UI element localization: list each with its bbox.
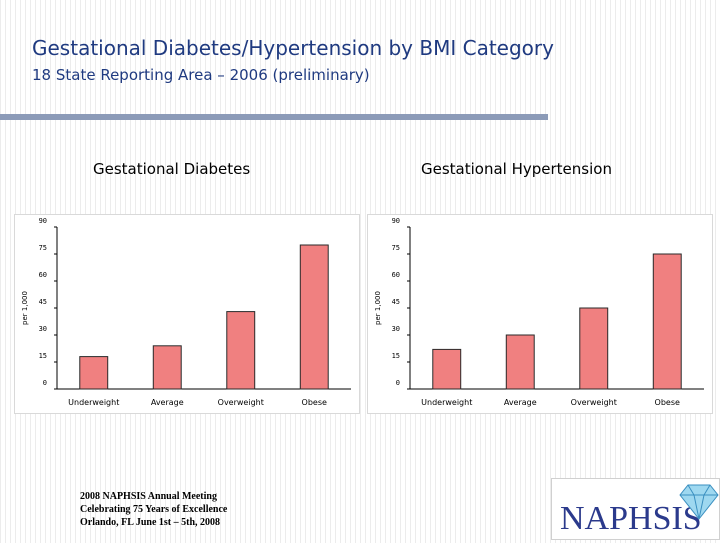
x-tick-label: Obese xyxy=(655,398,680,407)
naphsis-logo-svg: NAPHSIS xyxy=(560,484,719,537)
slide-title: Gestational Diabetes/Hypertension by BMI… xyxy=(32,36,554,60)
x-tick-label: Underweight xyxy=(421,398,472,407)
diamond-icon xyxy=(679,484,719,520)
bar-underweight xyxy=(79,356,109,390)
naphsis-logo: NAPHSIS xyxy=(551,478,720,540)
y-tick-label: 90 xyxy=(392,217,400,225)
y-tick-label: 60 xyxy=(39,271,47,279)
footer-line-1: 2008 NAPHSIS Annual Meeting xyxy=(80,491,217,502)
y-tick-label: 75 xyxy=(39,244,47,252)
chart-title-diabetes: Gestational Diabetes xyxy=(93,160,251,178)
y-tick-label: 45 xyxy=(392,298,400,306)
x-tick-label: Overweight xyxy=(218,398,264,407)
bar-average xyxy=(505,334,535,390)
x-tick-label: Overweight xyxy=(571,398,617,407)
y-tick-label: 30 xyxy=(392,325,400,333)
y-axis-label: per 1,000 xyxy=(21,291,29,325)
logo-text: NAPHSIS xyxy=(560,500,702,537)
y-tick-label: 45 xyxy=(39,298,47,306)
y-tick-label: 15 xyxy=(39,352,47,360)
chart-diabetes-svg: 0 15 30 45 60 75 90 per 1,000 Underweight Average… xyxy=(21,217,351,407)
chart-diabetes: 0 15 30 45 60 75 90 per 1,000 Underweight Average… xyxy=(14,214,360,414)
bar-obese xyxy=(652,253,682,390)
chart-hypertension: 0 15 30 45 60 75 90 per 1,000 Underweight Average… xyxy=(367,214,713,414)
y-tick-label: 15 xyxy=(392,352,400,360)
chart-hypertension-svg: 0 15 30 45 60 75 90 per 1,000 Underweight Average… xyxy=(374,217,704,407)
x-tick-label: Average xyxy=(151,398,184,407)
bar-underweight xyxy=(432,348,462,390)
bar-overweight xyxy=(579,307,609,390)
bar-overweight xyxy=(226,311,256,390)
y-tick-label: 75 xyxy=(392,244,400,252)
footer-line-3: Orlando, FL June 1st – 5th, 2008 xyxy=(80,517,221,528)
footer-line-2: Celebrating 75 Years of Excellence xyxy=(80,504,228,515)
y-axis-label: per 1,000 xyxy=(374,291,382,325)
y-tick-label: 60 xyxy=(392,271,400,279)
x-tick-label: Obese xyxy=(302,398,327,407)
meeting-footer: 2008 NAPHSIS Annual Meeting Celebrating … xyxy=(80,490,227,529)
bar-average xyxy=(152,345,182,390)
y-tick-label: 90 xyxy=(39,217,47,225)
x-tick-label: Average xyxy=(504,398,537,407)
y-tick-label: 0 xyxy=(43,379,47,387)
title-divider xyxy=(0,114,548,120)
slide-subtitle: 18 State Reporting Area – 2006 (prelimin… xyxy=(32,66,370,84)
y-tick-label: 30 xyxy=(39,325,47,333)
bar-obese xyxy=(299,244,329,390)
x-tick-label: Underweight xyxy=(68,398,119,407)
chart-title-hypertension: Gestational Hypertension xyxy=(421,160,612,178)
y-tick-label: 0 xyxy=(396,379,400,387)
